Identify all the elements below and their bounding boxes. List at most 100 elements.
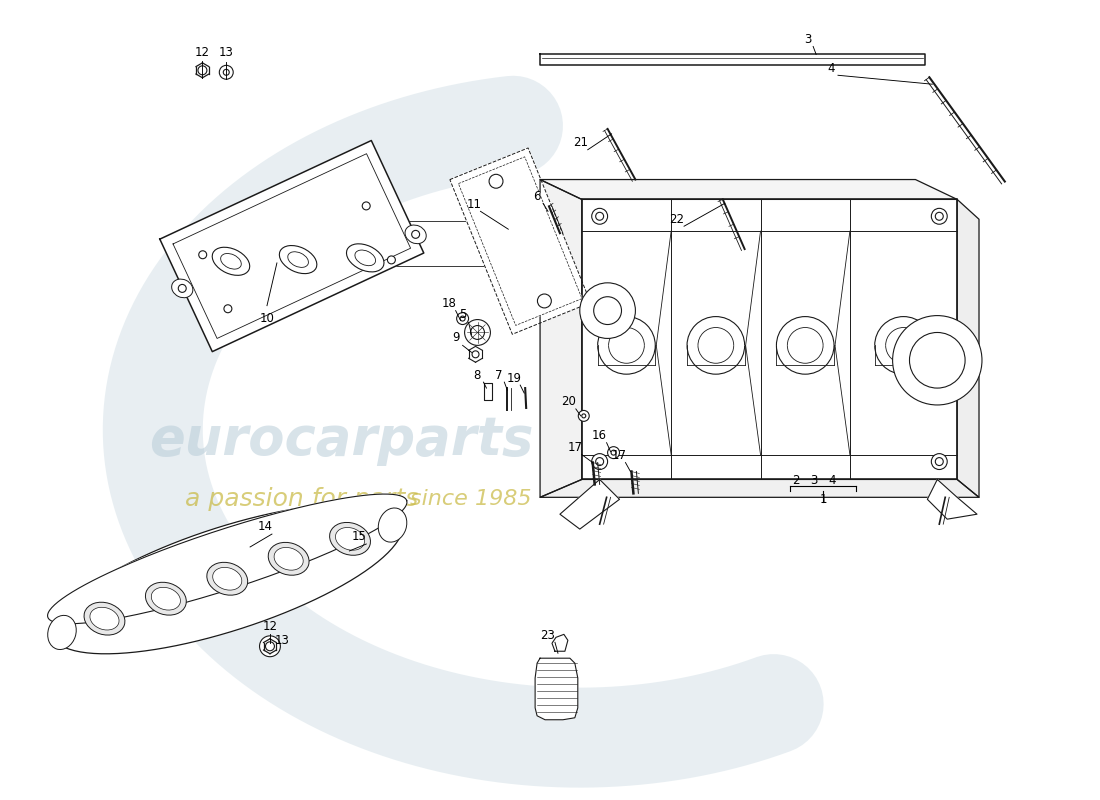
Text: 12: 12 [195, 46, 210, 59]
Ellipse shape [355, 250, 375, 266]
Polygon shape [560, 479, 619, 529]
Circle shape [471, 326, 484, 339]
Ellipse shape [172, 279, 192, 298]
Circle shape [910, 333, 965, 388]
Ellipse shape [152, 587, 180, 610]
Circle shape [411, 230, 419, 238]
Ellipse shape [212, 567, 242, 590]
Circle shape [582, 414, 585, 418]
Polygon shape [47, 494, 407, 624]
Ellipse shape [288, 252, 308, 267]
Text: 23: 23 [540, 629, 556, 642]
Polygon shape [173, 154, 410, 338]
Text: 9: 9 [452, 331, 460, 344]
Polygon shape [459, 157, 582, 326]
Text: 20: 20 [561, 395, 576, 409]
Text: 10: 10 [260, 312, 274, 325]
Text: 11: 11 [468, 198, 482, 211]
Ellipse shape [274, 547, 304, 570]
Polygon shape [450, 148, 591, 334]
Text: 21: 21 [573, 136, 588, 150]
Text: 13: 13 [274, 634, 289, 647]
Circle shape [935, 458, 943, 466]
Circle shape [592, 454, 607, 470]
Circle shape [223, 70, 229, 75]
Text: 18: 18 [441, 297, 456, 310]
Circle shape [265, 642, 274, 650]
Circle shape [219, 66, 233, 79]
Ellipse shape [84, 602, 125, 635]
Circle shape [594, 297, 621, 325]
Circle shape [198, 66, 207, 74]
Ellipse shape [212, 247, 250, 275]
Polygon shape [540, 179, 957, 199]
Ellipse shape [346, 244, 384, 272]
Ellipse shape [279, 246, 317, 274]
Ellipse shape [47, 615, 76, 650]
Text: 8: 8 [473, 369, 481, 382]
Circle shape [178, 285, 186, 292]
Polygon shape [540, 179, 582, 498]
Text: 16: 16 [592, 430, 607, 442]
Text: 3: 3 [811, 474, 817, 487]
Text: 17: 17 [568, 441, 582, 454]
Text: since 1985: since 1985 [410, 490, 531, 510]
Ellipse shape [330, 522, 371, 555]
Polygon shape [484, 383, 493, 400]
Circle shape [490, 174, 503, 188]
Polygon shape [957, 199, 979, 498]
Text: 4: 4 [827, 62, 835, 75]
Text: 15: 15 [352, 530, 366, 542]
Text: 5: 5 [459, 308, 466, 321]
Circle shape [596, 212, 604, 220]
Ellipse shape [378, 508, 407, 542]
Circle shape [932, 454, 947, 470]
Polygon shape [540, 479, 979, 498]
Text: 6: 6 [534, 190, 541, 203]
Polygon shape [552, 634, 568, 651]
Text: 22: 22 [670, 213, 684, 226]
Polygon shape [160, 141, 424, 352]
Circle shape [260, 636, 280, 657]
Circle shape [456, 313, 469, 325]
Circle shape [592, 208, 607, 224]
Circle shape [596, 458, 604, 466]
Circle shape [224, 305, 232, 313]
Circle shape [362, 202, 371, 210]
Text: 12: 12 [263, 620, 277, 633]
Circle shape [892, 315, 982, 405]
Polygon shape [927, 479, 977, 519]
Circle shape [464, 319, 491, 346]
Circle shape [460, 316, 465, 321]
Text: eurocarparts: eurocarparts [150, 414, 534, 466]
Text: 7: 7 [495, 369, 502, 382]
Circle shape [580, 283, 636, 338]
Ellipse shape [207, 562, 248, 595]
Circle shape [472, 351, 478, 358]
Ellipse shape [336, 527, 364, 550]
Text: 19: 19 [507, 372, 521, 385]
Circle shape [612, 450, 616, 455]
Ellipse shape [90, 607, 119, 630]
Polygon shape [582, 199, 957, 479]
Polygon shape [535, 658, 578, 720]
Text: a passion for parts: a passion for parts [185, 487, 418, 511]
Circle shape [935, 212, 943, 220]
Circle shape [538, 294, 551, 308]
Text: 17: 17 [612, 449, 627, 462]
Circle shape [579, 410, 590, 422]
Text: 14: 14 [257, 520, 273, 533]
Text: 2: 2 [792, 474, 800, 487]
Text: 1: 1 [820, 493, 827, 506]
Circle shape [387, 256, 395, 264]
Circle shape [932, 208, 947, 224]
Text: 13: 13 [219, 46, 233, 59]
Polygon shape [540, 54, 925, 66]
Ellipse shape [221, 254, 241, 269]
Polygon shape [52, 504, 403, 654]
Ellipse shape [145, 582, 186, 615]
Text: 4: 4 [828, 474, 836, 487]
Circle shape [607, 446, 619, 458]
Text: 3: 3 [804, 33, 812, 46]
Ellipse shape [268, 542, 309, 575]
